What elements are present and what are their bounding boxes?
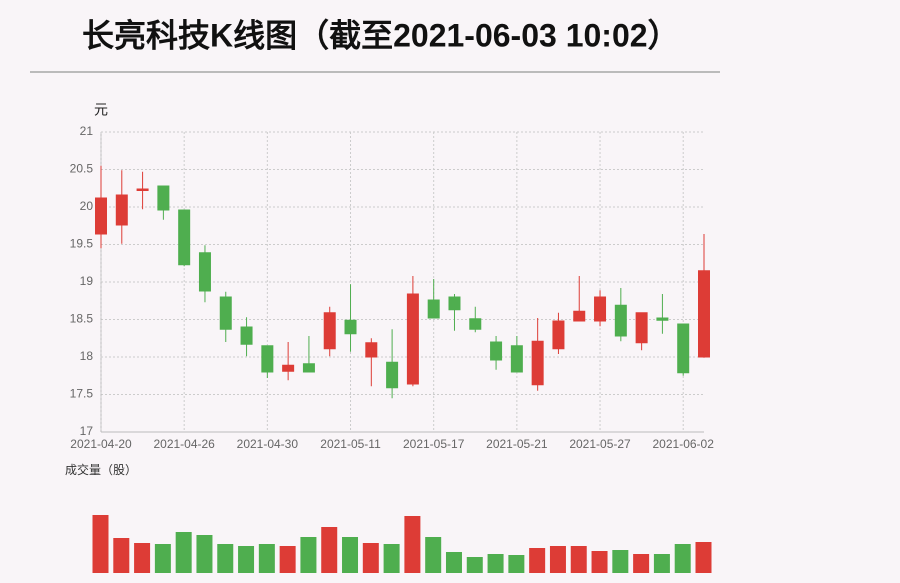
volume-bar bbox=[175, 532, 192, 573]
candle-body bbox=[365, 342, 378, 358]
volume-bar bbox=[217, 544, 234, 573]
volume-bar bbox=[279, 546, 296, 573]
candle-body bbox=[594, 296, 607, 322]
volume-bar bbox=[383, 544, 400, 573]
candle-body bbox=[115, 194, 128, 226]
candle-body bbox=[510, 345, 523, 373]
volume-bar bbox=[258, 544, 275, 573]
volume-bar bbox=[674, 544, 691, 573]
volume-bar bbox=[570, 546, 587, 573]
candle-body bbox=[95, 197, 107, 235]
candle-body bbox=[614, 304, 627, 337]
x-tick-label: 2021-05-21 bbox=[486, 437, 548, 451]
y-tick-label: 19.5 bbox=[70, 237, 94, 251]
volume-bar bbox=[362, 543, 379, 573]
candle-body bbox=[698, 270, 710, 358]
volume-bar bbox=[612, 550, 629, 573]
volume-bar bbox=[549, 546, 566, 573]
x-tick-label: 2021-05-11 bbox=[320, 437, 381, 451]
candle-body bbox=[386, 361, 399, 389]
volume-bar bbox=[529, 548, 546, 573]
y-tick-label: 21 bbox=[80, 124, 94, 138]
volume-bar bbox=[695, 542, 712, 573]
volume-bar bbox=[300, 537, 317, 573]
candle-body bbox=[302, 363, 315, 373]
candle-body bbox=[282, 364, 295, 372]
y-tick-label: 20.5 bbox=[70, 162, 94, 176]
candle-body bbox=[573, 310, 586, 322]
volume-bar bbox=[321, 527, 338, 573]
y-axis-label: 元 bbox=[94, 102, 108, 118]
candle-body bbox=[323, 312, 336, 350]
y-tick-label: 17.5 bbox=[70, 387, 94, 401]
volume-label: 成交量（股） bbox=[65, 462, 137, 477]
volume-bar bbox=[342, 537, 359, 573]
x-tick-label: 2021-05-17 bbox=[403, 437, 465, 451]
volume-bar bbox=[196, 535, 213, 573]
volume-bar bbox=[113, 538, 130, 573]
volume-bar bbox=[238, 546, 255, 573]
candle-body bbox=[552, 320, 565, 350]
candle-body bbox=[531, 340, 544, 386]
y-tick-label: 20 bbox=[80, 199, 94, 213]
volume-bar bbox=[154, 544, 171, 573]
candle-body bbox=[677, 323, 690, 374]
candle-body bbox=[427, 299, 440, 319]
candle-body bbox=[469, 318, 482, 330]
y-tick-label: 18.5 bbox=[70, 312, 94, 326]
y-tick-label: 17 bbox=[80, 424, 94, 438]
candle-body bbox=[448, 296, 461, 311]
x-tick-label: 2021-06-02 bbox=[653, 437, 715, 451]
volume-bar bbox=[134, 543, 151, 573]
candle-body bbox=[198, 252, 211, 292]
candle-body bbox=[136, 188, 149, 191]
chart-title: 长亮科技K线图（截至2021-06-03 10:02） bbox=[82, 17, 680, 53]
volume-bar bbox=[92, 515, 109, 573]
candle-body bbox=[178, 209, 191, 266]
candle-body bbox=[219, 296, 232, 330]
y-tick-label: 19 bbox=[80, 274, 94, 288]
candle-body bbox=[344, 319, 357, 335]
volume-bar bbox=[653, 554, 670, 573]
volume-bar bbox=[404, 516, 421, 573]
candle-body bbox=[635, 312, 648, 344]
y-tick-label: 18 bbox=[80, 349, 94, 363]
x-tick-label: 2021-04-20 bbox=[70, 437, 132, 451]
candle-body bbox=[490, 341, 503, 361]
volume-bar bbox=[445, 552, 462, 573]
candle-body bbox=[406, 293, 419, 385]
x-tick-label: 2021-04-30 bbox=[237, 437, 299, 451]
candle-body bbox=[261, 345, 274, 373]
volume-bar bbox=[508, 555, 525, 573]
candle-body bbox=[656, 317, 669, 321]
candle-body bbox=[157, 185, 170, 211]
volume-bar bbox=[633, 554, 650, 573]
volume-bar bbox=[466, 557, 483, 573]
x-tick-label: 2021-05-27 bbox=[569, 437, 631, 451]
volume-bar bbox=[425, 537, 442, 573]
x-tick-label: 2021-04-26 bbox=[153, 437, 215, 451]
volume-bar bbox=[487, 554, 504, 573]
volume-bar bbox=[591, 551, 608, 573]
candle-body bbox=[240, 326, 253, 345]
